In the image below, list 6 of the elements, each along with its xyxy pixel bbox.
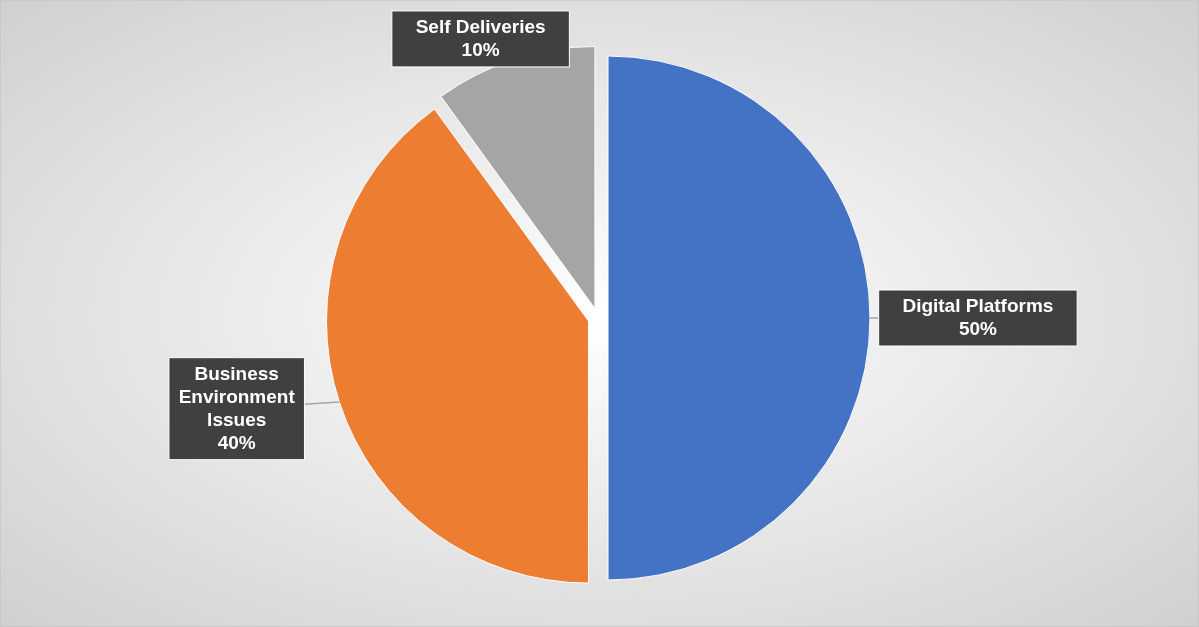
- slice-label: Self Deliveries: [415, 15, 546, 37]
- data-label: 10%: [461, 38, 500, 60]
- data-label: 40%: [217, 431, 256, 453]
- slice-label: Business Environment Issues: [178, 362, 296, 430]
- slice-label: Digital Platforms: [902, 295, 1054, 316]
- data-label: 50%: [958, 318, 998, 339]
